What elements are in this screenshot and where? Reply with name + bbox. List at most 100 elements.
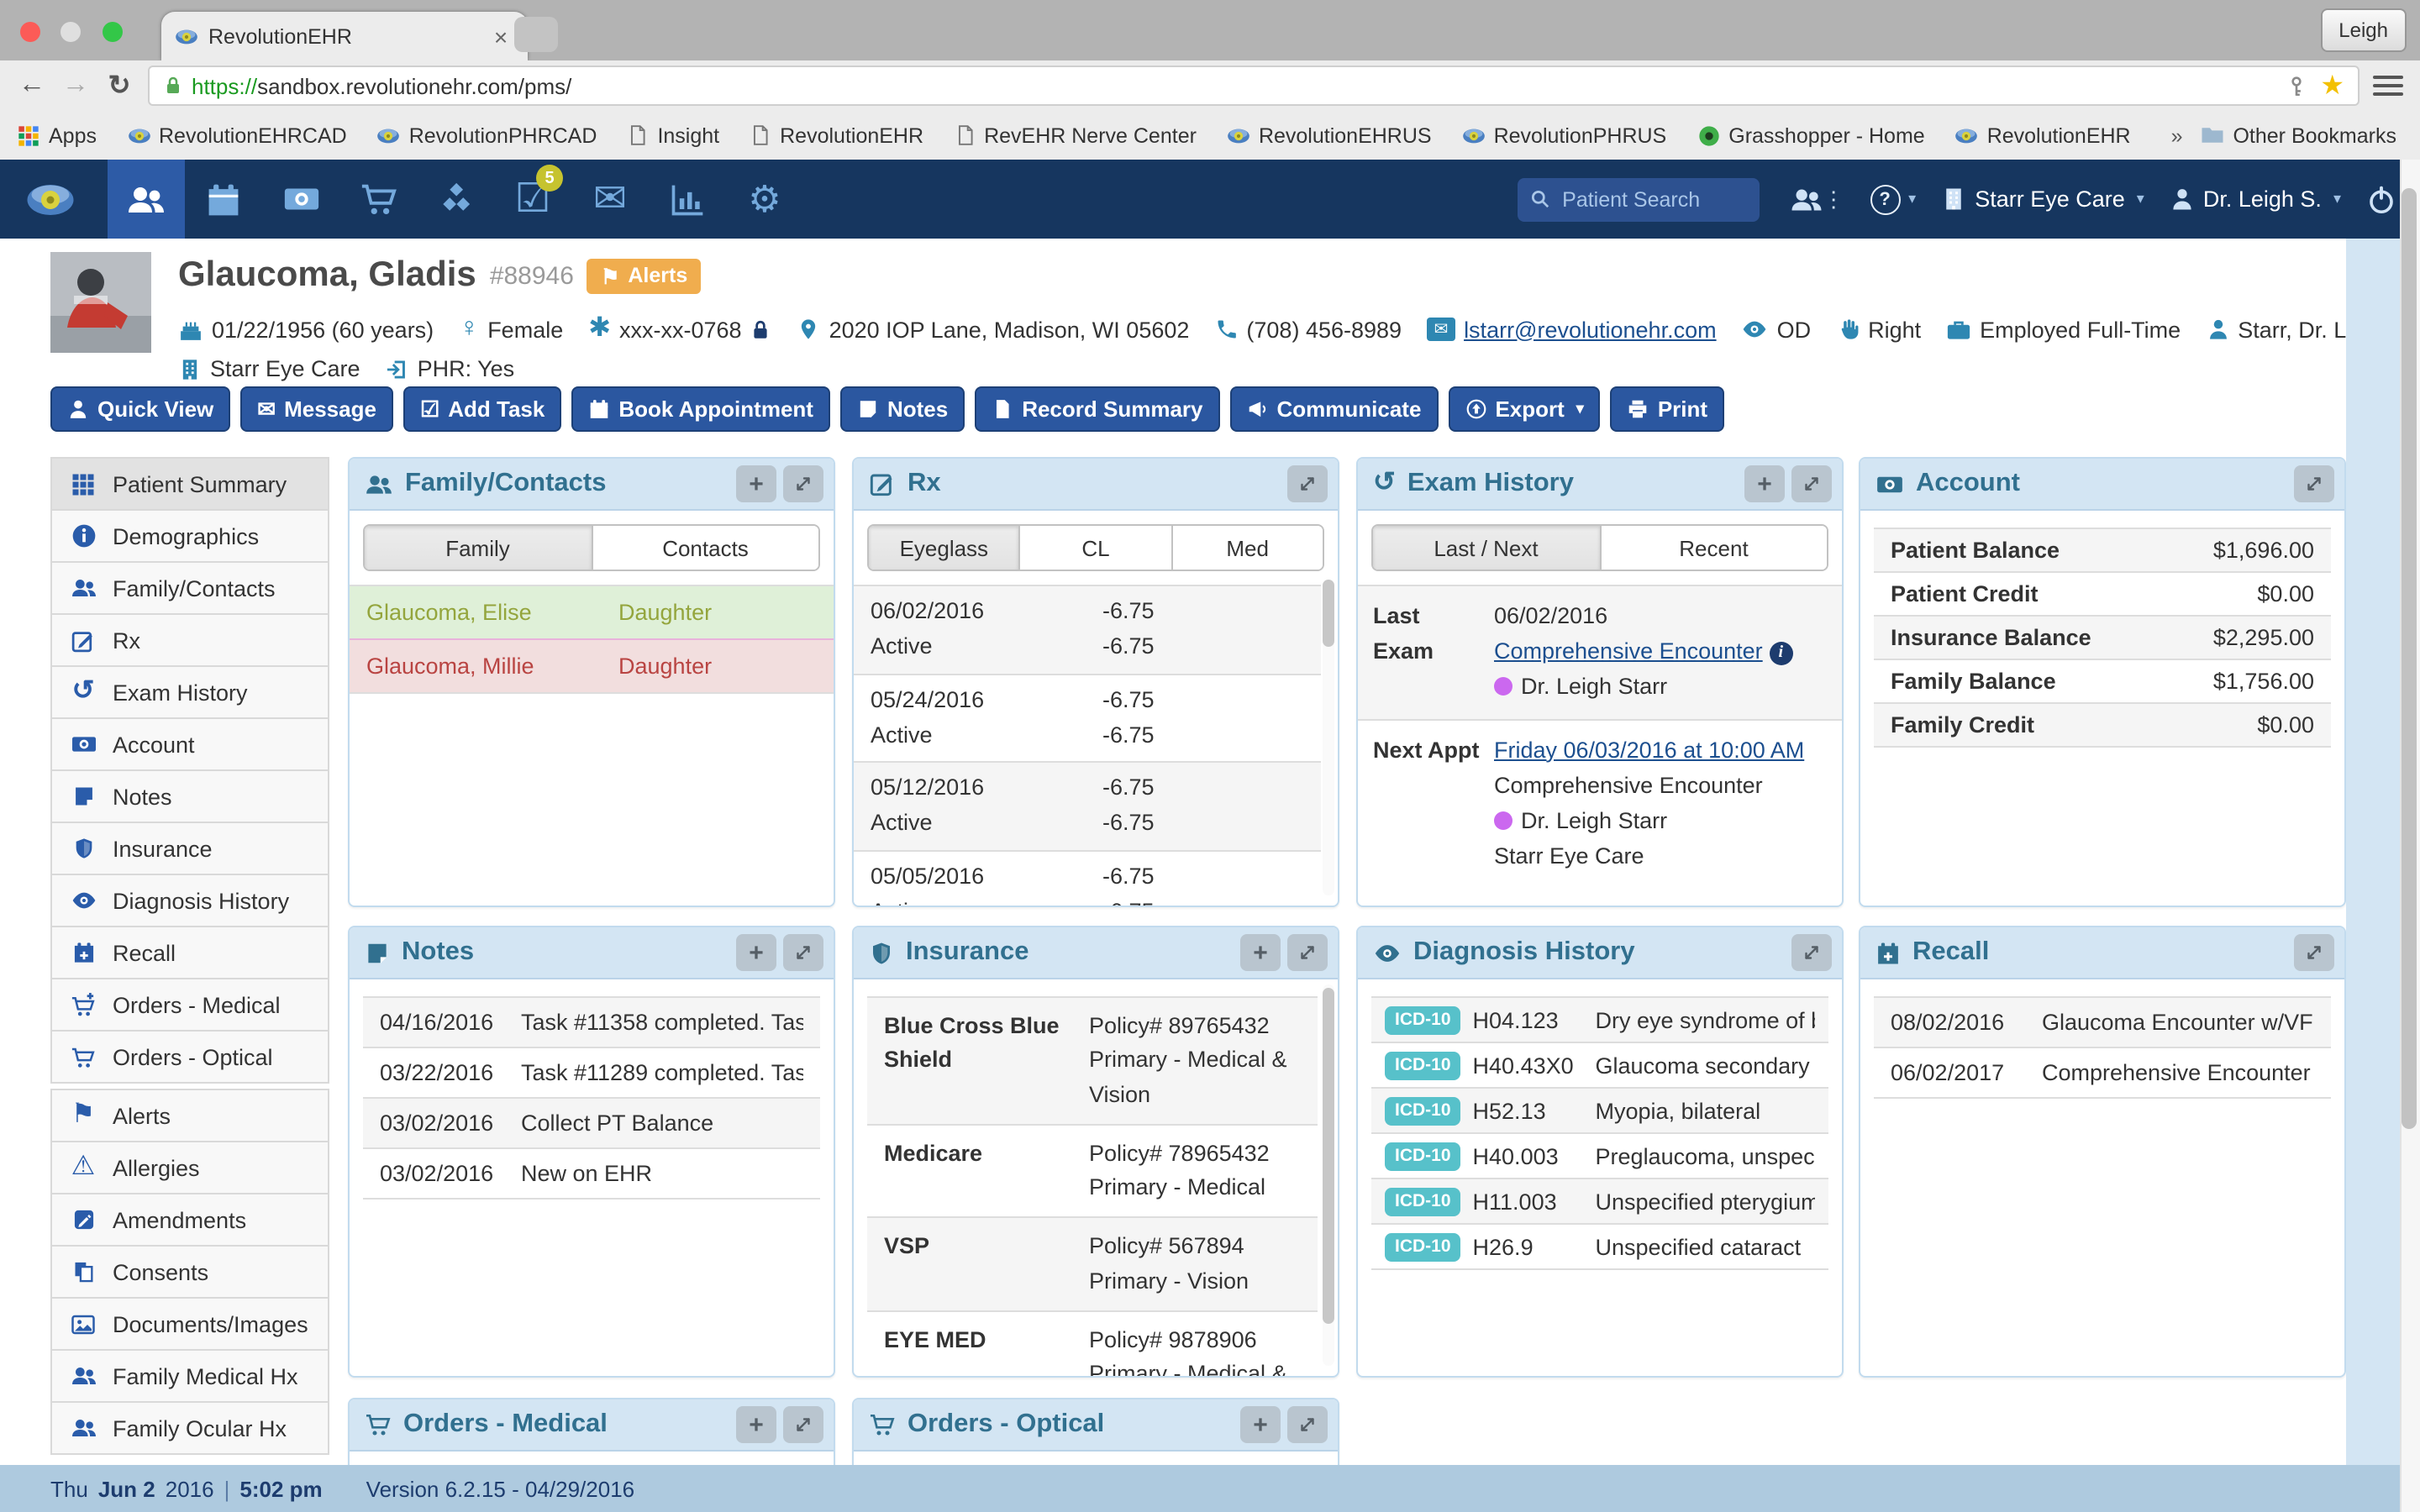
nav-messages-icon[interactable]: ✉ (592, 176, 628, 221)
new-tab-button[interactable] (514, 17, 558, 52)
sidebar-item-diagnosis-history[interactable]: Diagnosis History (50, 874, 329, 927)
export-button[interactable]: Export ▾ (1448, 386, 1601, 432)
communicate-button[interactable]: Communicate (1229, 386, 1439, 432)
nav-tasks-icon[interactable]: ☑ 5 (494, 160, 571, 239)
nav-accounting-icon[interactable] (262, 160, 339, 239)
sidebar-item-family-contacts[interactable]: Family/Contacts (50, 561, 329, 615)
quick-view-button[interactable]: Quick View (50, 386, 231, 432)
sidebar-item-amendments[interactable]: Amendments (50, 1193, 329, 1247)
browser-menu-icon[interactable] (2373, 71, 2403, 101)
sidebar-item-account[interactable]: Account (50, 717, 329, 771)
sidebar-item-recall[interactable]: Recall (50, 926, 329, 979)
patient-search-input[interactable] (1559, 186, 1718, 213)
sidebar-item-family-ocular-hx[interactable]: Family Ocular Hx (50, 1401, 329, 1455)
diagnosis-row[interactable]: ICD-10 H26.9 Unspecified cataract (1371, 1225, 1828, 1270)
message-button[interactable]: ✉ Message (240, 386, 393, 432)
rx-row[interactable]: 05/12/2016 -6.75 Active -6.75 (854, 763, 1321, 851)
bookmarks-overflow-icon[interactable]: » (2170, 123, 2183, 147)
expand-rx-button[interactable] (1287, 465, 1328, 502)
rx-row[interactable]: 06/02/2016 -6.75 Active -6.75 (854, 586, 1321, 675)
diagnosis-row[interactable]: ICD-10 H40.43X0 Glaucoma secondary … (1371, 1043, 1828, 1089)
family-row[interactable]: Glaucoma, Elise Daughter (350, 586, 834, 640)
add-order-button[interactable]: + (736, 1406, 776, 1443)
address-bar[interactable]: https://sandbox.revolutionehr.com/pms/ ★ (148, 66, 2360, 106)
bookmark-star-icon[interactable]: ★ (2320, 72, 2344, 101)
tab-cl[interactable]: CL (1018, 526, 1171, 570)
nav-reports-icon[interactable] (649, 160, 726, 239)
expand-diagnosis-button[interactable] (1791, 934, 1832, 971)
insurance-row[interactable]: EYE MED Policy# 9878906 Primary - Medical … (867, 1312, 1318, 1377)
window-close-button[interactable] (20, 22, 40, 42)
last-exam-encounter-link[interactable]: Comprehensive Encounter (1494, 638, 1763, 664)
tab-family[interactable]: Family (365, 526, 591, 570)
sidebar-item-consents[interactable]: Consents (50, 1245, 329, 1299)
sidebar-item-demographics[interactable]: Demographics (50, 509, 329, 563)
insurance-row[interactable]: VSP Policy# 567894 Primary - Vision (867, 1218, 1318, 1312)
sidebar-item-exam-history[interactable]: ↺ Exam History (50, 665, 329, 719)
recall-row[interactable]: 08/02/2016 Glaucoma Encounter w/VF (1874, 998, 2331, 1048)
sidebar-item-notes[interactable]: Notes (50, 769, 329, 823)
notes-button[interactable]: Notes (839, 386, 965, 432)
window-zoom-button[interactable] (102, 22, 123, 42)
nav-admin-gear-icon[interactable]: ⚙ (748, 177, 781, 219)
tab-last-next[interactable]: Last / Next (1373, 526, 1599, 570)
sidebar-item-insurance[interactable]: Insurance (50, 822, 329, 875)
print-button[interactable]: Print (1610, 386, 1725, 432)
next-appt-link[interactable]: Friday 06/03/2016 at 10:00 AM (1494, 737, 1805, 763)
tab-eyeglass[interactable]: Eyeglass (869, 526, 1019, 570)
record-summary-button[interactable]: Record Summary (975, 386, 1220, 432)
expand-family-button[interactable] (783, 465, 823, 502)
insurance-row[interactable]: Medicare Policy# 78965432 Primary - Medica… (867, 1126, 1318, 1219)
window-minimize-button[interactable] (60, 22, 82, 42)
nav-orders-icon[interactable] (339, 160, 417, 239)
tab-recent[interactable]: Recent (1599, 526, 1827, 570)
encounter-info-icon[interactable]: i (1769, 641, 1793, 665)
add-task-button[interactable]: ☑ Add Task (402, 386, 562, 432)
patient-email-link[interactable]: lstarr@revolutionehr.com (1464, 317, 1717, 342)
note-row[interactable]: 04/16/2016 Task #11358 completed. Tas… (363, 998, 820, 1048)
nav-patients-icon[interactable] (108, 160, 185, 239)
quick-patient-actions-icon[interactable]: ⋮ (1789, 182, 1844, 216)
rx-row[interactable]: 05/24/2016 -6.75 Active -6.75 (854, 675, 1321, 763)
book-appointment-button[interactable]: Book Appointment (571, 386, 830, 432)
rx-list-scrollbar[interactable] (1323, 580, 1334, 895)
insurance-row[interactable]: Blue Cross Blue Shield Policy# 89765432 Pr… (867, 998, 1318, 1126)
help-menu[interactable]: ? ▾ (1870, 184, 1916, 214)
nav-inventory-icon[interactable] (417, 160, 494, 239)
expand-account-button[interactable] (2294, 465, 2334, 502)
back-icon[interactable]: ← (18, 71, 45, 99)
note-row[interactable]: 03/02/2016 Collect PT Balance (363, 1099, 820, 1149)
nav-schedule-icon[interactable] (185, 160, 262, 239)
sidebar-item-family-medical-hx[interactable]: Family Medical Hx (50, 1349, 329, 1403)
note-row[interactable]: 03/22/2016 Task #11289 completed. Tas… (363, 1048, 820, 1099)
user-menu[interactable]: Dr. Leigh S. ▾ (2170, 186, 2341, 212)
bookmark-apps[interactable]: Apps (17, 123, 97, 147)
forward-icon[interactable]: → (62, 71, 89, 99)
expand-notes-button[interactable] (783, 934, 823, 971)
bookmark-item[interactable]: RevolutionPHRCAD (377, 123, 597, 147)
browser-tab[interactable]: RevolutionEHR × (161, 12, 528, 60)
logout-icon[interactable] (2366, 184, 2396, 214)
sidebar-item-patient-summary[interactable]: Patient Summary (50, 457, 329, 511)
bookmark-item[interactable]: Grasshopper - Home (1697, 123, 1925, 147)
add-note-button[interactable]: + (736, 934, 776, 971)
sidebar-item-orders-medical[interactable]: Orders - Medical (50, 978, 329, 1032)
add-insurance-button[interactable]: + (1240, 934, 1281, 971)
sidebar-item-orders-optical[interactable]: Orders - Optical (50, 1030, 329, 1084)
expand-recall-button[interactable] (2294, 934, 2334, 971)
revolutionehr-logo[interactable] (13, 174, 87, 224)
bookmark-item[interactable]: RevolutionEHRUS (1227, 123, 1432, 147)
expand-insurance-button[interactable] (1287, 934, 1328, 971)
bookmark-item[interactable]: RevolutionPHRUS (1462, 123, 1666, 147)
note-row[interactable]: 03/02/2016 New on EHR (363, 1149, 820, 1200)
browser-scrollbar-thumb[interactable] (2402, 188, 2417, 1129)
alerts-badge[interactable]: ⚑ Alerts (587, 258, 702, 293)
sidebar-item-rx[interactable]: Rx (50, 613, 329, 667)
bookmark-item[interactable]: RevolutionEHRCAD (127, 123, 347, 147)
bookmark-item[interactable]: RevEHR Nerve Center (954, 123, 1197, 147)
bookmark-item[interactable]: RevolutionEHR (1955, 123, 2131, 147)
expand-orders-optical-button[interactable] (1287, 1406, 1328, 1443)
